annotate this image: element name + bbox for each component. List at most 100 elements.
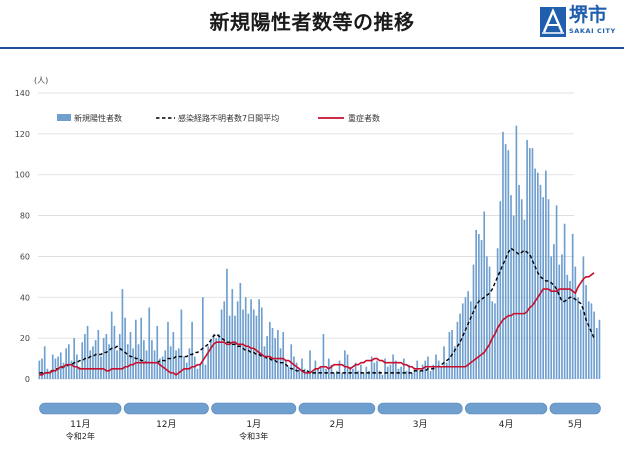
new-cases-bar (376, 360, 378, 379)
new-cases-bar (110, 311, 113, 379)
new-cases-bar (306, 370, 309, 379)
new-cases-bar (239, 282, 242, 379)
new-cases-bar (561, 254, 563, 379)
new-cases-bar (183, 356, 185, 379)
new-cases-bar (357, 370, 360, 379)
new-cases-bar (67, 344, 70, 379)
y-tick-label: 140 (15, 89, 30, 98)
new-cases-bar (137, 344, 140, 379)
new-cases-bar (432, 364, 435, 379)
new-cases-bar (456, 321, 459, 379)
new-cases-bar (268, 321, 271, 379)
new-cases-bar (51, 354, 54, 379)
new-cases-bar (105, 334, 108, 379)
new-cases-bar (344, 350, 346, 379)
new-cases-bar (94, 340, 97, 379)
new-cases-bar (553, 244, 555, 379)
severe-cases-line (39, 272, 595, 376)
y-tick-label: 60 (20, 252, 30, 261)
new-cases-bar (362, 372, 365, 379)
new-cases-bar (102, 338, 105, 379)
new-cases-bar (523, 219, 526, 379)
new-cases-bar (421, 364, 424, 379)
new-cases-bar (298, 368, 301, 379)
new-cases-bar (215, 338, 218, 379)
new-cases-bar (384, 358, 386, 379)
new-cases-bar (285, 360, 287, 379)
new-cases-bar (172, 332, 175, 379)
legend-label-unknown-avg: 感染経路不明者数7日間平均 (178, 113, 279, 123)
new-cases-bar (507, 150, 510, 379)
new-cases-bar (231, 289, 234, 379)
new-cases-bar (236, 301, 239, 379)
new-cases-bar (57, 356, 59, 379)
new-cases-bar (207, 346, 210, 379)
new-cases-bar (577, 297, 579, 379)
new-cases-bar (368, 370, 370, 379)
new-cases-bar (378, 370, 381, 379)
new-cases-bar (526, 139, 528, 379)
new-cases-bar (293, 356, 295, 379)
month-band (298, 402, 376, 415)
new-cases-bar (177, 348, 180, 379)
month-band (549, 402, 601, 415)
new-cases-bar (488, 266, 491, 379)
new-cases-bar (335, 370, 338, 379)
new-cases-bar (579, 309, 582, 379)
new-cases-bar (116, 350, 118, 379)
new-cases-bar (408, 364, 411, 379)
new-cases-bar (478, 233, 480, 379)
new-cases-bar (531, 148, 534, 379)
new-cases-bar (73, 338, 76, 379)
new-cases-bar (271, 327, 274, 379)
new-cases-bar (389, 364, 392, 379)
new-cases-bar (520, 199, 523, 379)
new-cases-bar (212, 334, 215, 379)
new-cases-bar (84, 334, 86, 379)
chart-legend: 新規陽性者数 感染経路不明者数7日間平均 重症者数 (57, 113, 380, 123)
new-cases-bar (70, 360, 73, 379)
new-cases-bar (534, 168, 536, 379)
new-cases-bar (290, 344, 293, 379)
new-cases-bar (499, 201, 502, 379)
new-cases-bar (528, 148, 531, 379)
new-cases-bar (303, 368, 306, 379)
new-cases-bar (124, 317, 126, 379)
era-label: 令和3年 (239, 431, 268, 441)
new-cases-bar (360, 364, 362, 379)
new-cases-bar (250, 299, 252, 379)
new-cases-bar (309, 350, 311, 379)
new-cases-bar (330, 364, 333, 379)
new-cases-bar (145, 350, 148, 379)
new-cases-bar (266, 336, 268, 379)
new-cases-bar (585, 285, 587, 379)
new-cases-bar (545, 170, 547, 379)
new-cases-bar (62, 362, 65, 379)
new-cases-bar (496, 248, 499, 379)
new-cases-bar (287, 366, 290, 379)
new-cases-bar (134, 319, 137, 379)
y-tick-label: 80 (20, 212, 30, 221)
new-cases-bar (234, 315, 236, 379)
new-cases-bar (448, 332, 451, 379)
new-cases-bar (475, 229, 478, 379)
month-label: 2月 (330, 419, 345, 430)
new-cases-bar (81, 342, 84, 379)
y-tick-label: 0 (25, 375, 30, 384)
month-band (39, 402, 122, 415)
new-cases-bar (445, 362, 448, 379)
new-cases-bar (574, 266, 577, 379)
new-cases-bar (277, 329, 279, 379)
new-cases-bar (317, 368, 319, 379)
new-cases-bar (301, 358, 303, 379)
new-cases-bar (590, 303, 593, 379)
y-axis: 0 20 40 60 80 100 120 140 (15, 89, 30, 384)
new-cases-bar (161, 356, 164, 379)
new-cases-bar (282, 332, 285, 379)
new-cases-bar (440, 366, 443, 379)
month-band (211, 402, 297, 415)
y-tick-label: 20 (20, 334, 30, 343)
new-cases-bar (167, 321, 169, 379)
